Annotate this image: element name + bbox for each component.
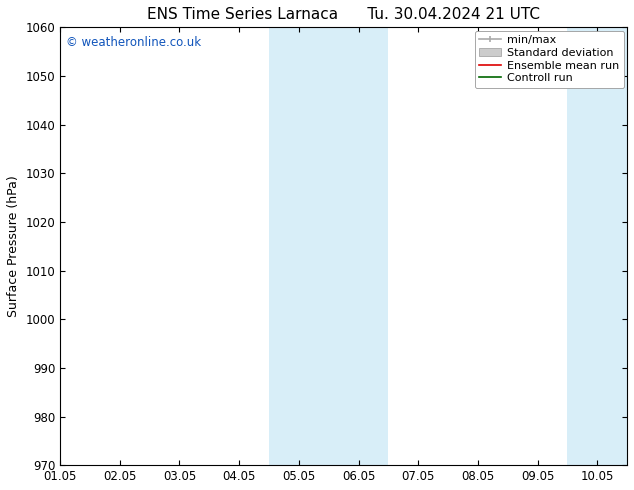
Y-axis label: Surface Pressure (hPa): Surface Pressure (hPa) bbox=[7, 175, 20, 317]
Legend: min/max, Standard deviation, Ensemble mean run, Controll run: min/max, Standard deviation, Ensemble me… bbox=[475, 30, 624, 88]
Title: ENS Time Series Larnaca      Tu. 30.04.2024 21 UTC: ENS Time Series Larnaca Tu. 30.04.2024 2… bbox=[147, 7, 540, 22]
Bar bbox=[269, 27, 389, 465]
Bar bbox=[567, 27, 627, 465]
Text: © weatheronline.co.uk: © weatheronline.co.uk bbox=[66, 36, 201, 49]
